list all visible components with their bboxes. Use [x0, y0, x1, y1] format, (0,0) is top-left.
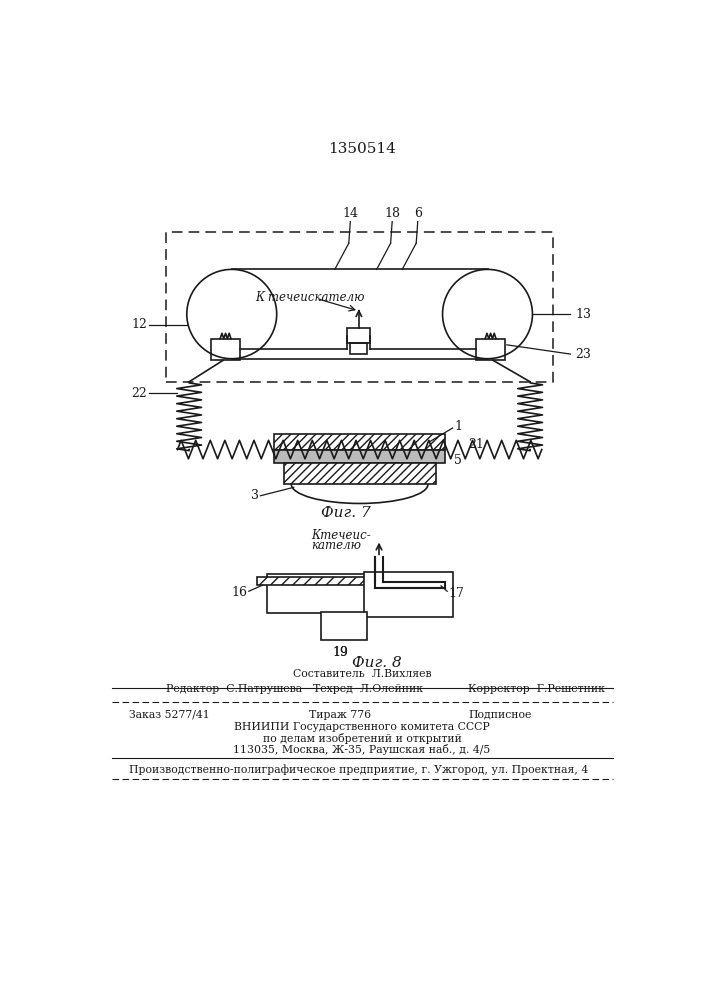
Text: 17: 17 — [449, 587, 464, 600]
Text: Фиг. 7: Фиг. 7 — [321, 506, 370, 520]
Text: Производственно-полиграфическое предприятие, г. Ужгород, ул. Проектная, 4: Производственно-полиграфическое предприя… — [129, 764, 588, 775]
Text: ВНИИПИ Государственного комитета СССР: ВНИИПИ Государственного комитета СССР — [234, 722, 490, 732]
Text: 3: 3 — [251, 489, 259, 502]
Text: Заказ 5277/41: Заказ 5277/41 — [129, 710, 209, 720]
Bar — [284, 463, 436, 484]
Text: 113035, Москва, Ж-35, Раушская наб., д. 4/5: 113035, Москва, Ж-35, Раушская наб., д. … — [233, 744, 491, 755]
Bar — [211, 339, 240, 360]
Text: 18: 18 — [384, 207, 400, 220]
Bar — [476, 339, 506, 360]
Bar — [274, 434, 445, 450]
Text: 22: 22 — [132, 387, 147, 400]
Text: 1: 1 — [454, 420, 462, 433]
Text: 16: 16 — [231, 586, 247, 599]
Text: Подписное: Подписное — [468, 710, 532, 720]
Text: Техред  Л.Олейник: Техред Л.Олейник — [313, 684, 423, 694]
Text: 19: 19 — [332, 646, 349, 659]
Text: 5: 5 — [454, 454, 462, 467]
Bar — [363, 572, 452, 617]
Text: Фиг. 8: Фиг. 8 — [352, 656, 402, 670]
Text: Ктечеис-: Ктечеис- — [312, 529, 371, 542]
Bar — [257, 577, 368, 585]
Text: по делам изобретений и открытий: по делам изобретений и открытий — [262, 733, 462, 744]
Bar — [351, 343, 368, 354]
Text: 21: 21 — [468, 438, 484, 451]
Text: Тираж 776: Тираж 776 — [309, 710, 371, 720]
Text: кателю: кателю — [312, 539, 361, 552]
Text: Редактор  С.Патрушева: Редактор С.Патрушева — [166, 684, 302, 694]
Bar — [274, 450, 445, 463]
Bar — [321, 612, 368, 640]
Bar — [347, 328, 370, 343]
Text: 6: 6 — [414, 207, 422, 220]
Text: 14: 14 — [342, 207, 358, 220]
Text: 13: 13 — [575, 308, 591, 321]
Text: Составитель  Л.Вихляев: Составитель Л.Вихляев — [293, 669, 431, 679]
Bar — [166, 232, 554, 382]
Bar — [267, 574, 383, 613]
Text: К течеискателю: К течеискателю — [255, 291, 365, 304]
Text: 1350514: 1350514 — [328, 142, 396, 156]
Text: Корректор  Г.Решетник: Корректор Г.Решетник — [468, 684, 605, 694]
Text: 19: 19 — [332, 646, 349, 659]
Text: 12: 12 — [132, 318, 147, 331]
Text: 23: 23 — [575, 348, 591, 361]
